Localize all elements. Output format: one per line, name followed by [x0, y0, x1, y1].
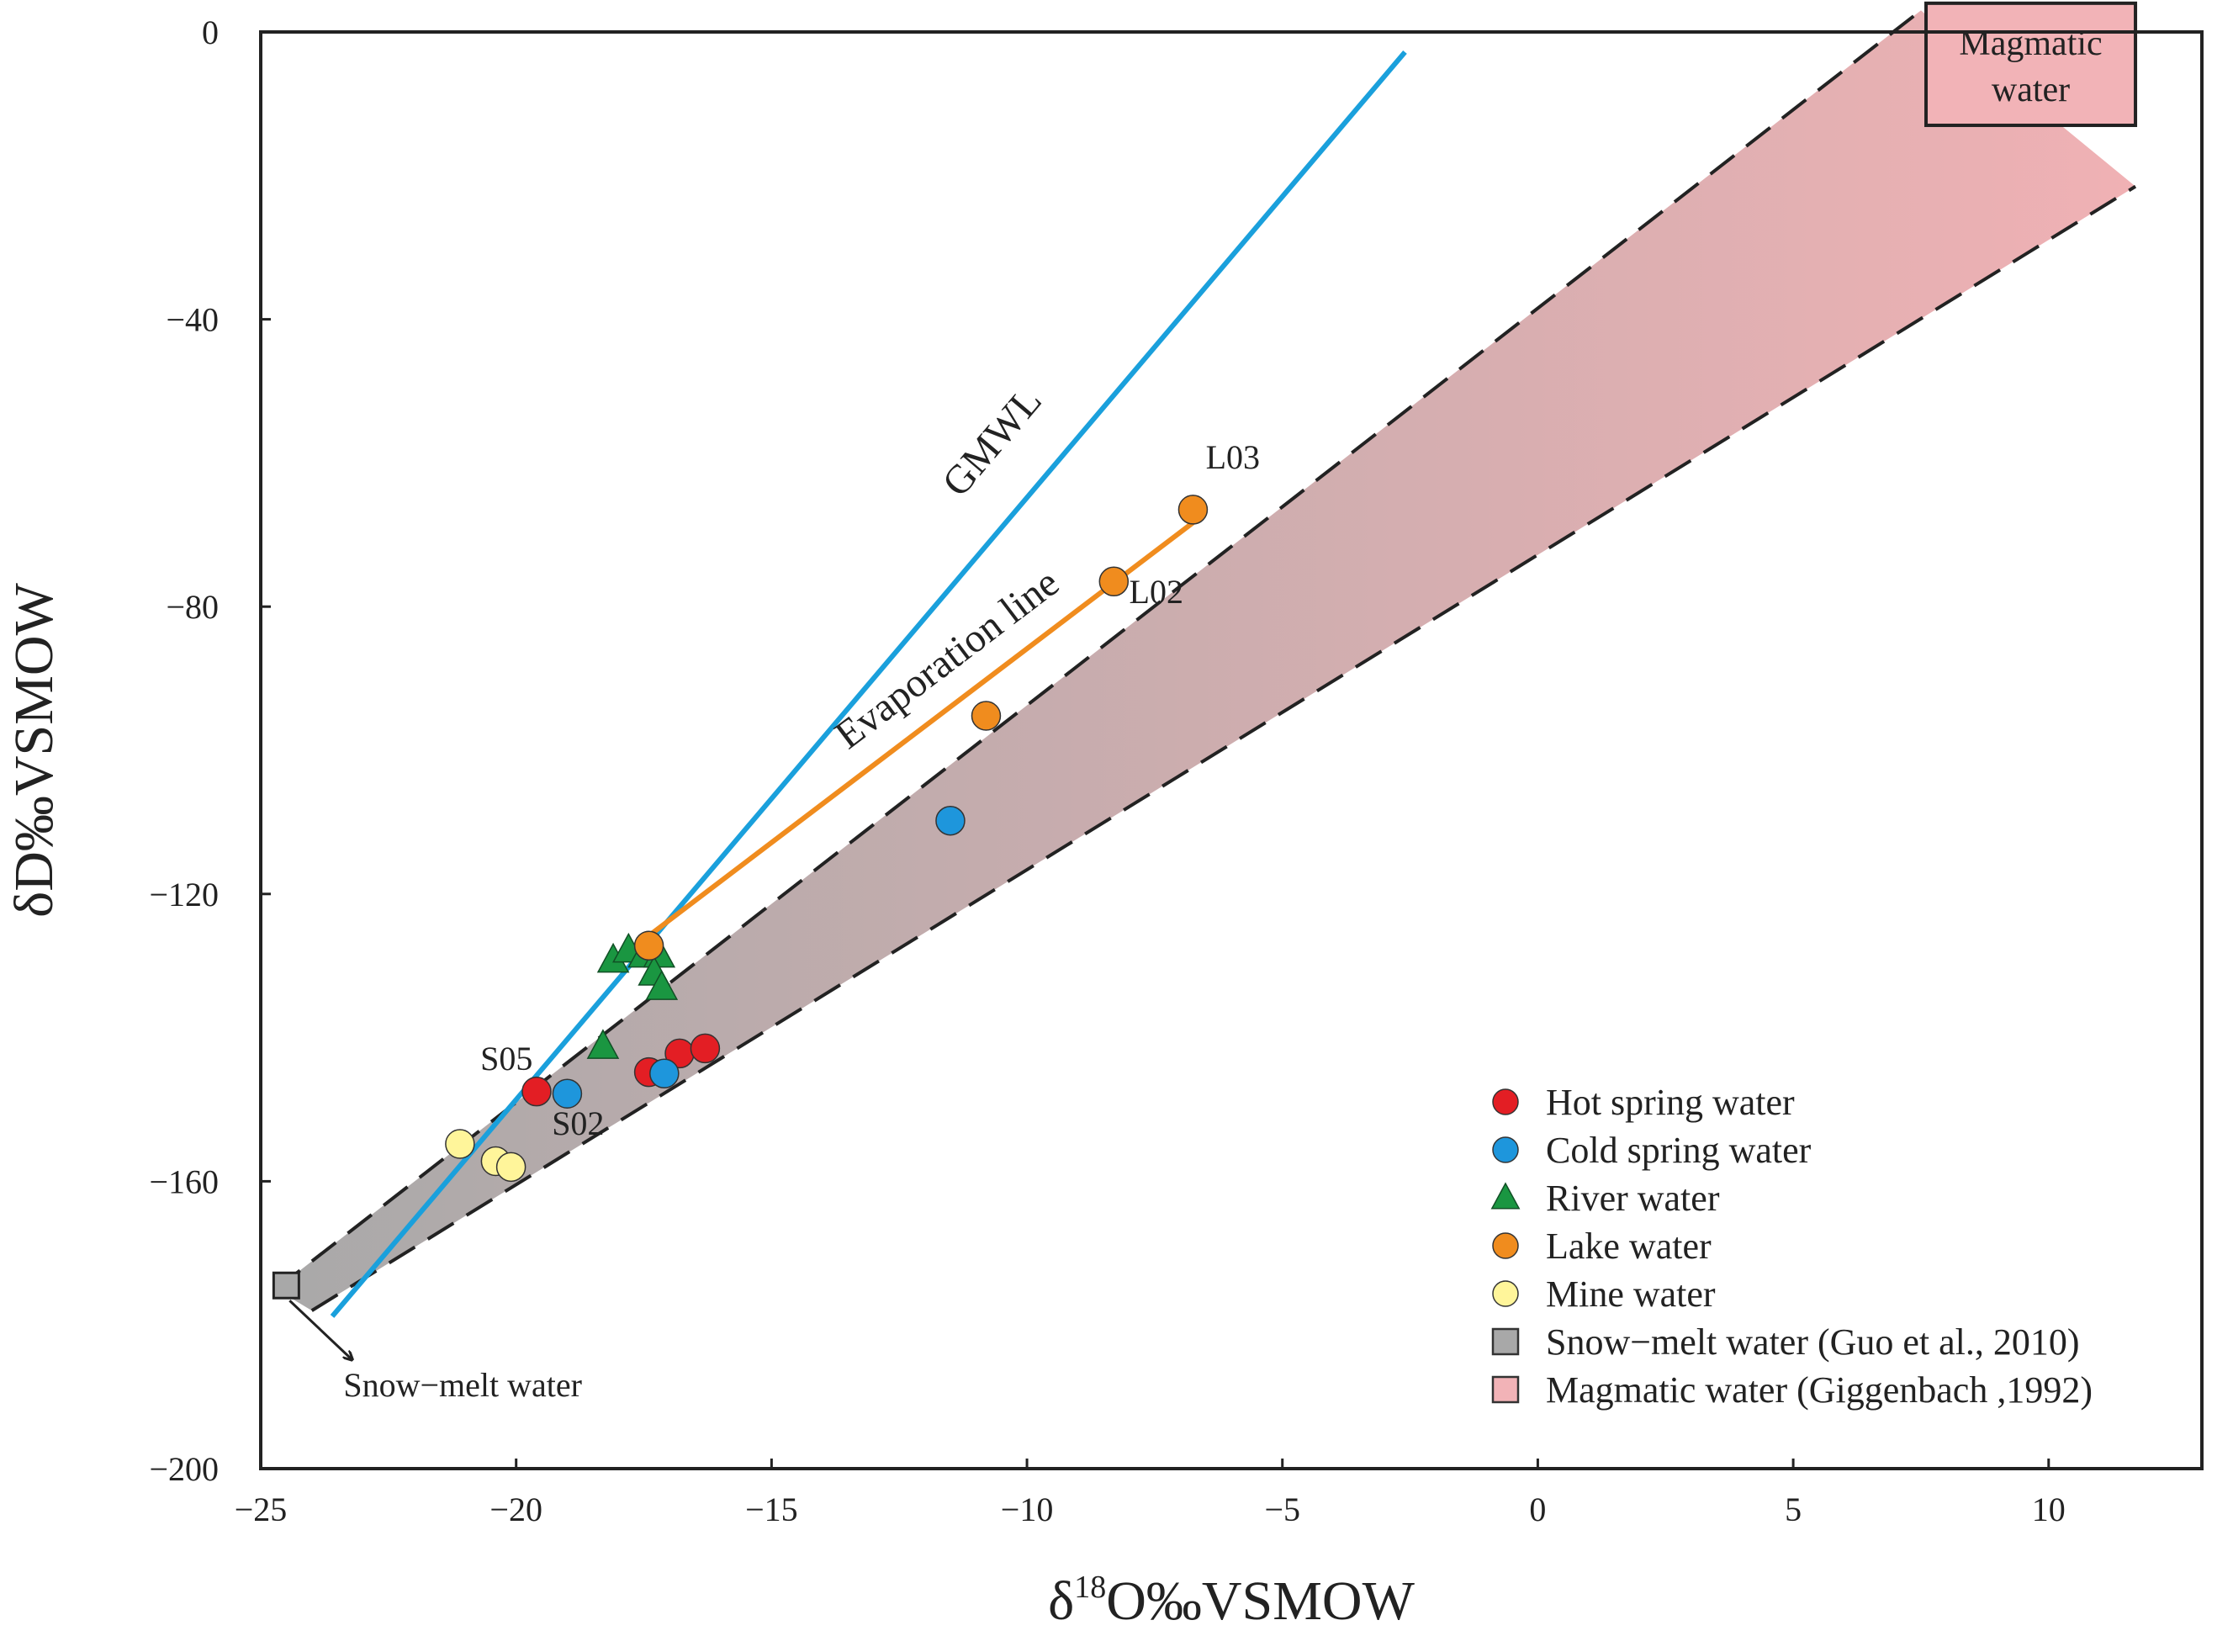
gmwl-label: GMWL	[934, 379, 1050, 505]
legend-marker-4	[1492, 1280, 1519, 1307]
y-tick-label-0: 0	[202, 13, 219, 51]
y-tick-label-2: −80	[166, 588, 219, 626]
gmwl-line	[330, 50, 1407, 1318]
x-axis-title: δ18O‰VSMOW	[1048, 1570, 1415, 1632]
cold-spring-water-point-3	[935, 805, 966, 836]
snowmelt-arrow	[288, 1300, 352, 1359]
snowmelt-marker	[272, 1271, 300, 1300]
point-label-l02: L02	[1130, 573, 1183, 611]
y-axis-ticks: 0 −40 −80 −120 −160 −200	[149, 13, 271, 1488]
lake-water-point-4	[1177, 495, 1209, 525]
legend-label-0: Hot spring water	[1546, 1082, 1795, 1123]
y-tick-label-3: −120	[149, 876, 219, 913]
x-tick-label-5: 0	[1529, 1491, 1546, 1528]
mixing-band-region	[276, 10, 2136, 1311]
legend-marker-3	[1492, 1232, 1519, 1259]
point-label-s02: S02	[552, 1104, 604, 1142]
legend: Hot spring water Cold spring water River w…	[1490, 1082, 2093, 1411]
legend-marker-6	[1491, 1375, 1520, 1404]
y-axis-title: δD‰VSMOW	[3, 582, 65, 917]
x-tick-label-1: −20	[489, 1491, 542, 1528]
y-tick-label-4: −160	[149, 1162, 219, 1200]
river-water-point-7	[586, 1029, 620, 1059]
legend-label-5: Snow−melt water (Guo et al., 2010)	[1546, 1321, 2080, 1363]
legend-marker-1	[1492, 1136, 1519, 1163]
data-points	[445, 495, 1209, 1183]
legend-label-3: Lake water	[1546, 1226, 1712, 1267]
hot-spring-water-point-4	[690, 1033, 721, 1064]
x-title-superscript: 18	[1074, 1570, 1106, 1605]
magmatic-box-label-line1: Magmatic	[1959, 24, 2102, 63]
snowmelt-label: Snow−melt water	[343, 1366, 582, 1404]
legend-label-4: Mine water	[1546, 1273, 1716, 1315]
x-tick-label-0: −25	[235, 1491, 288, 1528]
x-title-delta: δ	[1048, 1570, 1074, 1632]
point-label-l03: L03	[1206, 438, 1260, 476]
legend-label-2: River water	[1546, 1178, 1720, 1219]
x-tick-label-7: 10	[2032, 1491, 2066, 1528]
mine-water-point-3	[495, 1152, 527, 1183]
legend-marker-5	[1491, 1327, 1520, 1356]
cold-spring-water-point-1	[552, 1078, 583, 1109]
legend-marker-2	[1490, 1182, 1521, 1210]
hot-spring-water-point-1	[521, 1076, 552, 1107]
legend-label-6: Magmatic water (Giggenbach ,1992)	[1546, 1369, 2093, 1411]
lake-water-point-3	[1098, 566, 1130, 597]
legend-marker-0	[1492, 1088, 1519, 1115]
x-title-rest: O‰VSMOW	[1106, 1570, 1415, 1632]
magmatic-box-label-line2: water	[1992, 71, 2070, 109]
x-tick-label-4: −5	[1264, 1491, 1300, 1528]
magmatic-water-box	[1924, 1, 2138, 128]
x-tick-label-6: 5	[1785, 1491, 1802, 1528]
band-lower-dashed-line	[310, 184, 2137, 1312]
mine-water-point-1	[445, 1129, 475, 1159]
y-tick-label-5: −200	[149, 1450, 219, 1488]
x-axis-ticks: −25 −20 −15 −10 −5 0 5 10	[235, 1459, 2066, 1528]
x-tick-label-2: −15	[745, 1491, 798, 1528]
band-upper-dashed-line	[274, 8, 1923, 1291]
cold-spring-water-point-2	[649, 1058, 680, 1089]
point-label-s05: S05	[480, 1040, 532, 1078]
y-tick-label-1: −40	[166, 301, 219, 339]
river-water-point-6	[645, 970, 679, 1000]
plot-frame	[259, 30, 2204, 1470]
lake-water-point-2	[971, 701, 1002, 731]
lake-water-point-1	[633, 930, 664, 961]
x-tick-label-3: −10	[1001, 1491, 1054, 1528]
legend-label-1: Cold spring water	[1546, 1130, 1812, 1171]
